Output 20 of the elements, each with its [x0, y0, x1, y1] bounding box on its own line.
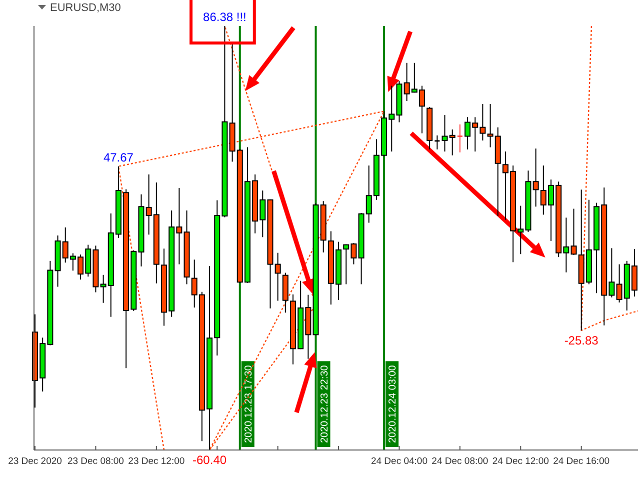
chart-title: EURUSD,M30	[50, 2, 121, 14]
x-tick-label: 24 Dec 04:00	[370, 456, 428, 467]
x-tick-label: 24 Dec 16:00	[553, 456, 610, 467]
candlestick	[434, 134, 440, 150]
x-tick-label: 23 Dec 08:00	[67, 456, 124, 467]
x-tick-label: 24 Dec 08:00	[432, 456, 488, 467]
x-tick-label: 23 Dec 12:00	[128, 456, 185, 467]
candlestick	[532, 148, 539, 208]
ref-line-label: 2020.12.24 03:00	[388, 364, 399, 443]
ref-line-label: 2020.12.23 22:30	[319, 364, 330, 443]
candlestick	[457, 124, 462, 153]
annotation: -60.40	[192, 453, 227, 467]
annotation: 47.67	[103, 150, 134, 164]
x-tick-label: 23 Dec 2020	[8, 456, 62, 467]
annotation: -25.83	[564, 333, 599, 348]
candlestick	[570, 208, 577, 256]
annotation: 86.38 !!!	[203, 10, 246, 24]
ref-line-label: 2020.12.23 17:30	[243, 364, 254, 443]
x-tick-label: 24 Dec 12:00	[492, 456, 549, 467]
candlestick	[274, 252, 281, 302]
